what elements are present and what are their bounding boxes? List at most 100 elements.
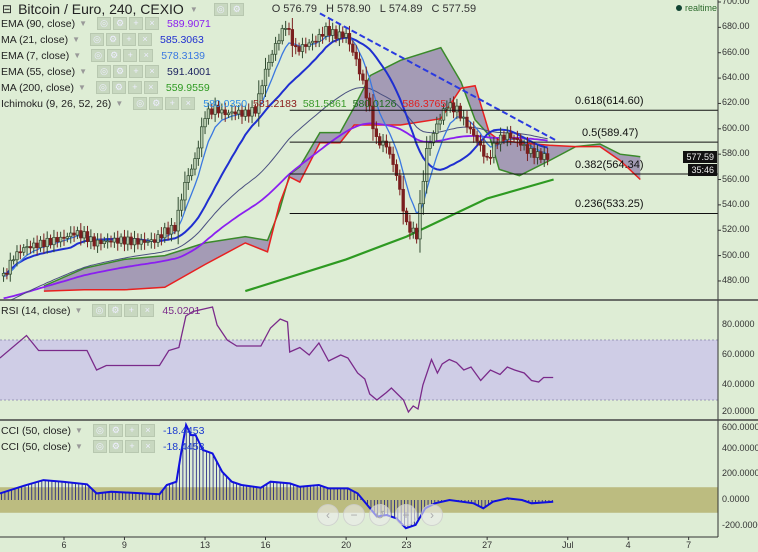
scroll-right-button[interactable]: › [421, 504, 443, 526]
candle-body [441, 108, 446, 121]
eye-icon[interactable]: ◎ [95, 81, 110, 94]
candle-body [236, 109, 241, 115]
candle-body [153, 239, 157, 243]
plus-icon[interactable]: + [123, 49, 138, 62]
indicator-legend-name[interactable]: EMA (7, close) [1, 49, 70, 62]
candle-body [525, 144, 530, 154]
indicator-controls: ◎ ⚙ + × [97, 65, 160, 78]
candle-body [421, 180, 425, 205]
gear-icon[interactable]: ⚙ [111, 81, 126, 94]
candle-body [166, 227, 170, 235]
rsi-legend-name[interactable]: RSI (14, close) [1, 304, 71, 317]
eye-icon[interactable]: ◎ [92, 304, 107, 317]
gear-icon[interactable]: ⚙ [113, 17, 128, 30]
chevron-down-icon[interactable]: ▼ [75, 442, 83, 451]
close-icon[interactable]: × [139, 49, 154, 62]
eye-icon[interactable]: ◎ [92, 424, 107, 437]
close-icon[interactable]: × [140, 424, 155, 437]
plus-icon[interactable]: + [129, 17, 144, 30]
chevron-down-icon[interactable]: ▼ [72, 35, 81, 44]
minus-square-icon[interactable]: ⊟ [2, 2, 13, 16]
chevron-down-icon[interactable]: ▼ [73, 51, 82, 60]
candle-body [448, 102, 452, 109]
candle-body [206, 108, 211, 119]
price-tick-label: 640.00 [722, 72, 750, 83]
eye-icon[interactable]: ◎ [92, 440, 107, 453]
indicator-legend-name[interactable]: EMA (55, close) [1, 65, 76, 78]
indicator-legend-name[interactable]: EMA (90, close) [1, 17, 76, 30]
close-icon[interactable]: × [138, 33, 153, 46]
candle-body [116, 237, 120, 244]
cci-legend-name[interactable]: CCI (50, close) [1, 440, 72, 453]
candle-body [364, 79, 368, 99]
plus-icon[interactable]: + [124, 304, 139, 317]
chevron-down-icon[interactable]: ▼ [79, 67, 88, 76]
indicator-legend-name[interactable]: MA (21, close) [1, 33, 69, 46]
plus-icon[interactable]: + [122, 33, 137, 46]
gear-icon[interactable]: ⚙ [229, 2, 244, 16]
price-tick-label: 700.00 [722, 0, 750, 6]
close-icon[interactable]: × [143, 81, 158, 94]
close-icon[interactable]: × [145, 17, 160, 30]
gear-icon[interactable]: ⚙ [113, 65, 128, 78]
chevron-down-icon[interactable]: ▼ [79, 19, 88, 28]
cci-legend-name[interactable]: CCI (50, close) [1, 424, 72, 437]
chevron-down-icon[interactable]: ▼ [74, 306, 83, 315]
candle-body [304, 44, 308, 47]
chevron-down-icon[interactable]: ▼ [189, 4, 198, 14]
zoom-in-button[interactable]: + [395, 504, 417, 526]
gear-icon[interactable]: ⚙ [149, 97, 164, 110]
candle-body [196, 147, 200, 159]
candle-body [119, 236, 123, 244]
candle-body [142, 239, 147, 243]
plus-icon[interactable]: + [124, 424, 139, 437]
candle-body [99, 239, 103, 245]
candle-body [495, 142, 499, 145]
plus-icon[interactable]: + [129, 65, 144, 78]
plus-icon[interactable]: + [124, 440, 139, 453]
eye-icon[interactable]: ◎ [97, 65, 112, 78]
cci-legend-value: -18.4453 [162, 440, 205, 453]
rsi-tick-label: 40.0000 [722, 379, 755, 389]
candle-body [512, 137, 516, 140]
zoom-out-button[interactable]: − [343, 504, 365, 526]
candle-body [15, 251, 19, 261]
chevron-down-icon[interactable]: ▼ [115, 99, 124, 108]
eye-icon[interactable]: ◎ [97, 17, 112, 30]
plus-icon[interactable]: + [165, 97, 180, 110]
indicator-legend-name[interactable]: MA (200, close) [1, 81, 74, 94]
gear-icon[interactable]: ⚙ [108, 440, 123, 453]
eye-icon[interactable]: ◎ [91, 49, 106, 62]
candle-body [381, 140, 385, 146]
time-tick-label: 4 [625, 540, 631, 550]
indicator-legend-value: 578.3139 [161, 49, 205, 62]
eye-icon[interactable]: ◎ [133, 97, 148, 110]
candle-body [22, 247, 26, 253]
candle-body [341, 31, 345, 38]
chevron-down-icon[interactable]: ▼ [77, 83, 86, 92]
indicator-legend-value: 591.4001 [167, 65, 211, 78]
candle-body [267, 61, 271, 70]
symbol-title[interactable]: Bitcoin / Euro, 240, CEXIO [18, 1, 184, 17]
candle-body [485, 155, 489, 158]
eye-icon[interactable]: ◎ [213, 2, 228, 16]
indicator-controls: ◎ ⚙ + × [97, 17, 160, 30]
gear-icon[interactable]: ⚙ [106, 33, 121, 46]
candle-body [367, 97, 372, 107]
chevron-down-icon[interactable]: ▼ [75, 426, 83, 435]
indicator-controls: ◎ ⚙ + × [92, 304, 155, 317]
close-icon[interactable]: × [140, 304, 155, 317]
close-icon[interactable]: × [145, 65, 160, 78]
gear-icon[interactable]: ⚙ [107, 49, 122, 62]
gear-icon[interactable]: ⚙ [108, 304, 123, 317]
close-icon[interactable]: × [140, 440, 155, 453]
gear-icon[interactable]: ⚙ [108, 424, 123, 437]
indicator-legend-name[interactable]: Ichimoku (9, 26, 52, 26) [1, 97, 112, 110]
reset-button[interactable]: ↺ [369, 504, 391, 526]
eye-icon[interactable]: ◎ [90, 33, 105, 46]
candle-body [539, 151, 543, 160]
candle-body [85, 231, 90, 242]
scroll-left-button[interactable]: ‹ [317, 504, 339, 526]
close-icon[interactable]: × [181, 97, 196, 110]
plus-icon[interactable]: + [127, 81, 142, 94]
